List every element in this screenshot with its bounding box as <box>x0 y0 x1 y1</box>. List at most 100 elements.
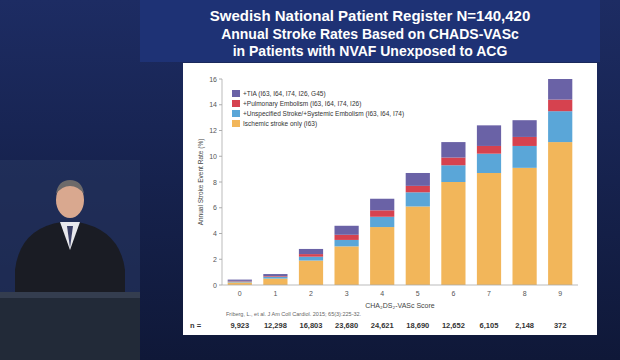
y-axis: 0246810121416Annual Stroke Event Rate (%… <box>197 76 222 289</box>
bar-segment <box>228 280 252 281</box>
bar-segment <box>370 199 394 211</box>
y-tick <box>219 259 222 260</box>
y-tick <box>219 79 222 80</box>
bar-segment <box>228 281 252 282</box>
legend-swatch <box>232 110 240 117</box>
bar-segment <box>334 226 358 235</box>
bar-segment <box>228 280 252 282</box>
bar-segment <box>512 120 536 137</box>
subtitle: Annual Stroke Rates Based on CHADS-VASc <box>221 26 519 42</box>
background <box>0 0 620 360</box>
bar-segment <box>548 111 572 142</box>
speaker-body <box>15 222 125 300</box>
y-tick-label: 10 <box>209 153 217 160</box>
y-tick-label: 14 <box>209 101 217 108</box>
x-tick-label: 7 <box>487 290 491 297</box>
sample-size: 18,690 <box>406 321 429 330</box>
y-tick <box>219 104 222 105</box>
y-tick-label: 0 <box>213 282 217 289</box>
sample-size: 12,298 <box>264 321 287 330</box>
x-tick-label: 0 <box>238 290 242 297</box>
bar-segment <box>548 79 572 100</box>
x-tick-label: 4 <box>380 290 384 297</box>
bar-segment <box>406 186 430 192</box>
bar-segment <box>299 249 323 254</box>
legend-swatch <box>232 120 240 127</box>
sample-size-label: n = <box>190 321 202 330</box>
bar-segment <box>370 210 394 216</box>
bar-segment <box>477 173 501 285</box>
y-axis-line <box>222 79 223 285</box>
x-tick-label: 1 <box>273 290 277 297</box>
bar-segment <box>512 146 536 168</box>
sample-size: 372 <box>554 321 567 330</box>
y-tick-label: 8 <box>213 179 217 186</box>
slide: Swedish National Patient Register N=140,… <box>0 0 620 360</box>
speaker-backdrop <box>0 160 140 360</box>
bar-segment <box>334 246 358 285</box>
sample-size: 2,148 <box>515 321 534 330</box>
bar-segment <box>477 125 501 146</box>
x-tick-label: 3 <box>345 290 349 297</box>
bar-segment <box>263 279 287 285</box>
speaker-shirt <box>60 222 80 250</box>
bar-segment <box>406 173 430 186</box>
y-tick-label: 4 <box>213 230 217 237</box>
chart-panel <box>183 63 597 335</box>
y-tick <box>219 285 222 286</box>
x-tick-label: 6 <box>451 290 455 297</box>
bar-segment <box>441 165 465 182</box>
podium <box>0 292 140 360</box>
bar-segment <box>334 240 358 246</box>
x-tick-label: 8 <box>523 290 527 297</box>
bar-segment <box>512 137 536 146</box>
y-tick-label: 12 <box>209 127 217 134</box>
bars <box>228 79 573 285</box>
bar-segment <box>477 146 501 154</box>
podium-edge <box>0 292 140 298</box>
sample-sizes: n =9,92312,29816,80323,68024,62118,69012… <box>190 321 566 330</box>
x-tick-label: 5 <box>416 290 420 297</box>
legend-label: Ischemic stroke only (I63) <box>243 120 317 128</box>
x-tick-label: 2 <box>309 290 313 297</box>
sample-size: 16,803 <box>300 321 323 330</box>
bar-segment <box>548 100 572 112</box>
x-tick-label: 9 <box>558 290 562 297</box>
legend-swatch <box>232 100 240 107</box>
bar-segment <box>334 235 358 240</box>
title: Swedish National Patient Register N=140,… <box>210 7 531 24</box>
bar-segment <box>477 154 501 173</box>
bar-segment <box>512 168 536 285</box>
y-axis-title: Annual Stroke Event Rate (%) <box>197 139 205 226</box>
bar-segment <box>441 182 465 285</box>
sample-size: 23,680 <box>335 321 358 330</box>
y-tick <box>219 207 222 208</box>
legend-label: +Unspecified Stroke/+Systemic Embolism (… <box>243 110 404 118</box>
bar-segment <box>406 192 430 206</box>
legend-swatch <box>232 90 240 97</box>
bar-segment <box>263 277 287 279</box>
y-tick-label: 2 <box>213 256 217 263</box>
speaker <box>0 160 140 360</box>
bar-segment <box>299 257 323 261</box>
bar-segment <box>370 217 394 227</box>
legend: +TIA (I63, I64, I74, I26, G45)+Pulmonary… <box>232 90 404 128</box>
title-band <box>140 0 600 62</box>
bar-segment <box>406 206 430 285</box>
y-tick-label: 6 <box>213 204 217 211</box>
bar-segment <box>441 142 465 157</box>
x-axis: 0 1 2 3 4 5 6 7 8 9 CHA₂DS₂-VASc Score <box>222 285 578 309</box>
sample-size: 9,923 <box>230 321 249 330</box>
speaker-hair <box>56 180 84 194</box>
bar-segment <box>263 274 287 276</box>
speaker-tie <box>67 226 73 248</box>
legend-label: +Pulmonary Embolism (I63, I64, I74, I26) <box>243 100 361 108</box>
sample-size: 6,105 <box>480 321 499 330</box>
y-tick <box>219 182 222 183</box>
bar-segment <box>370 227 394 285</box>
source: Friberg, L., et al. J Am Coll Cardiol. 2… <box>226 311 362 317</box>
y-tick <box>219 130 222 131</box>
y-tick <box>219 156 222 157</box>
x-axis-title: CHA₂DS₂-VASc Score <box>365 302 435 309</box>
x-axis-line <box>222 285 578 286</box>
